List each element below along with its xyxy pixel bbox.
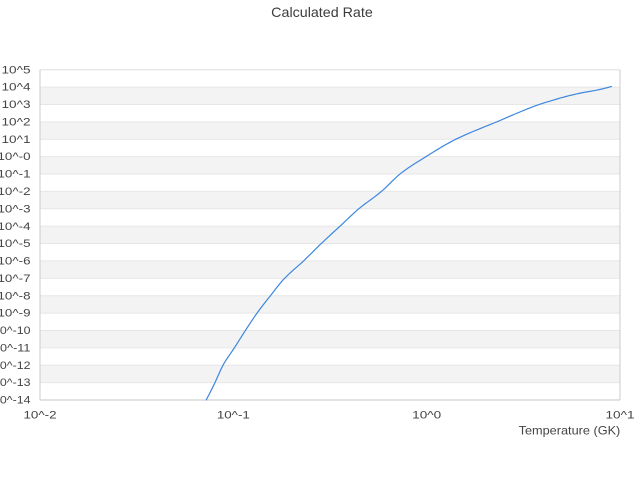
svg-text:10^-7: 10^-7 bbox=[0, 273, 31, 285]
svg-text:10^-10: 10^-10 bbox=[0, 325, 31, 337]
svg-text:10^-5: 10^-5 bbox=[0, 238, 31, 250]
svg-text:10^-0: 10^-0 bbox=[0, 151, 31, 163]
svg-text:Temperature (GK): Temperature (GK) bbox=[519, 424, 621, 438]
svg-text:Calculated Rate: Calculated Rate bbox=[271, 4, 373, 20]
svg-text:10^1: 10^1 bbox=[606, 409, 635, 421]
svg-text:10^-3: 10^-3 bbox=[0, 203, 31, 215]
svg-text:10^-1: 10^-1 bbox=[217, 409, 250, 421]
svg-text:10^-6: 10^-6 bbox=[0, 256, 31, 268]
svg-text:10^4: 10^4 bbox=[2, 82, 31, 94]
svg-text:10^-11: 10^-11 bbox=[0, 342, 31, 354]
svg-text:10^-2: 10^-2 bbox=[0, 186, 31, 198]
svg-text:10^2: 10^2 bbox=[2, 116, 31, 128]
svg-text:10^-14: 10^-14 bbox=[0, 395, 31, 407]
svg-text:10^-12: 10^-12 bbox=[0, 360, 31, 372]
svg-text:10^1: 10^1 bbox=[2, 134, 31, 146]
svg-text:10^5: 10^5 bbox=[2, 64, 31, 76]
svg-text:10^-2: 10^-2 bbox=[24, 409, 57, 421]
svg-text:10^0: 10^0 bbox=[412, 409, 441, 421]
svg-text:10^3: 10^3 bbox=[2, 99, 31, 111]
svg-text:10^-4: 10^-4 bbox=[0, 221, 31, 233]
svg-text:10^-9: 10^-9 bbox=[0, 308, 31, 320]
svg-text:10^-1: 10^-1 bbox=[0, 169, 31, 181]
svg-text:10^-13: 10^-13 bbox=[0, 377, 31, 389]
svg-text:10^-8: 10^-8 bbox=[0, 290, 31, 302]
